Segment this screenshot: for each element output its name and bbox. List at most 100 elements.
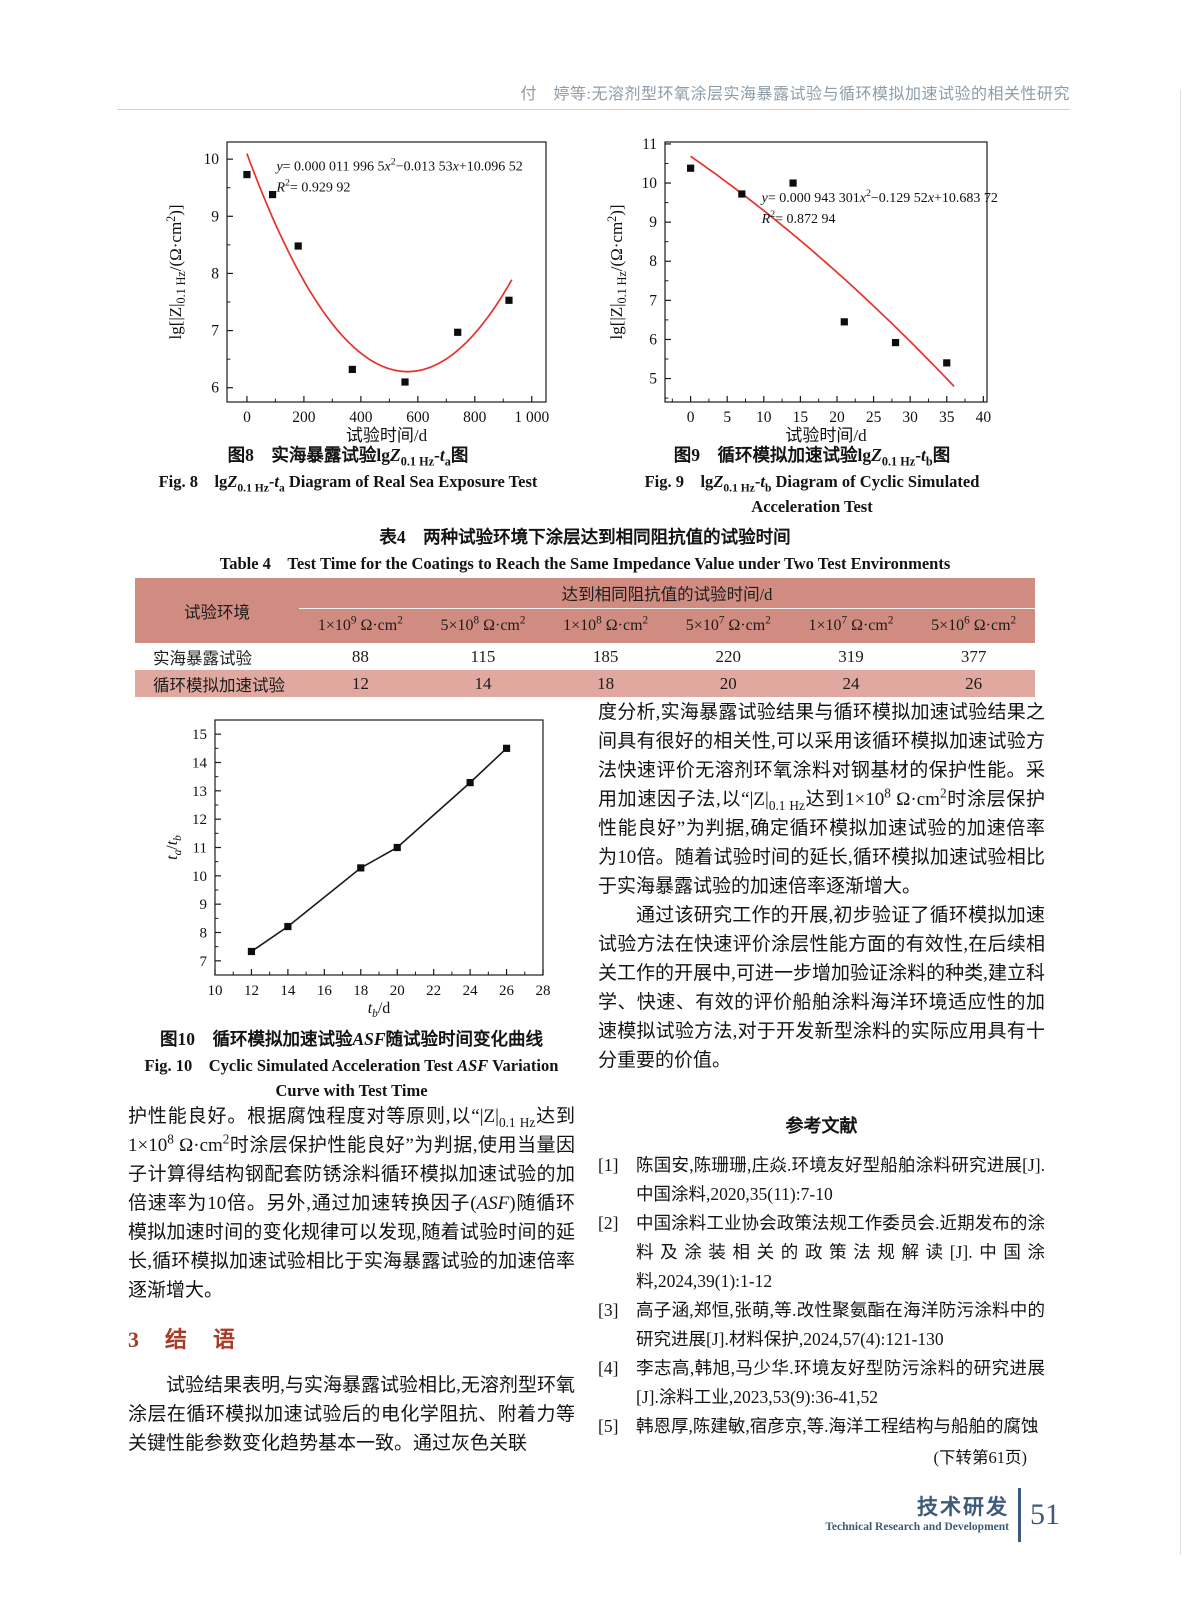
svg-text:10: 10	[204, 151, 220, 168]
svg-text:30: 30	[902, 409, 918, 426]
figure-8-caption: 图8 实海暴露试验lgZ0.1 Hz-ta图 Fig. 8 lgZ0.1 Hz-…	[128, 442, 568, 494]
figure-8-chart: 0 200 400 600 800 1 000 6 7 8 9 10 试验时间/d lg[|Z|0.1 …	[164, 141, 550, 445]
svg-text:200: 200	[292, 409, 316, 426]
svg-text:15: 15	[192, 727, 207, 743]
running-head: 付 婷等:无溶剂型环氧涂层实海暴露试验与循环模拟加速试验的相关性研究	[520, 86, 1070, 103]
table-cell: 12	[351, 673, 369, 693]
data-line	[250, 747, 508, 953]
svg-text:9: 9	[200, 897, 208, 913]
page-edge-line	[1180, 90, 1181, 1555]
row-label: 实海暴露试验	[153, 648, 252, 668]
svg-text:25: 25	[866, 409, 882, 426]
axes	[226, 141, 547, 403]
section-heading-conclusion: 3 结 语	[128, 1327, 238, 1352]
reference-text: 韩恩厚,陈建敏,宿彦京,等.海洋工程结构与船舶的腐蚀	[636, 1416, 1039, 1436]
table-row: 循环模拟加速试验 12 14 18 20 24 26	[135, 670, 1035, 697]
reference-number: [5]	[598, 1416, 619, 1436]
svg-text:13: 13	[192, 784, 207, 800]
svg-text:20: 20	[829, 409, 845, 426]
svg-text:10: 10	[756, 409, 772, 426]
left-paragraph-1: 护性能良好。根据腐蚀程度对等原则,以“|Z|0.1 Hz达到1×108 Ω·cm…	[128, 1106, 576, 1301]
svg-text:0: 0	[687, 409, 695, 426]
svg-text:800: 800	[463, 409, 487, 426]
figure-10-caption-en: Fig. 10 Cyclic Simulated Acceleration Te…	[144, 1056, 559, 1100]
svg-text:10: 10	[642, 175, 658, 192]
svg-text:9: 9	[649, 214, 657, 231]
figure-10-caption-zh: 图10 循环模拟加速试验ASF随试验时间变化曲线	[159, 1029, 544, 1049]
svg-text:6: 6	[649, 331, 657, 348]
references-heading: 参考文献	[785, 1116, 858, 1136]
svg-text:7: 7	[211, 323, 219, 340]
impedance-column-header: 1×107 Ω·cm2	[789, 608, 913, 643]
right-paragraph-2: 通过该研究工作的开展,初步验证了循环模拟加速试验方法在快速评价涂层性能方面的有效…	[598, 905, 1045, 1071]
left-paragraph-2: 试验结果表明,与实海暴露试验相比,无溶剂型环氧涂层在循环模拟加速试验后的电化学阻…	[128, 1375, 575, 1454]
svg-text:8: 8	[200, 926, 208, 942]
data-points	[687, 164, 951, 367]
svg-text:6: 6	[211, 380, 219, 397]
svg-text:28: 28	[536, 983, 551, 999]
svg-text:24: 24	[463, 983, 479, 999]
svg-text:14: 14	[280, 983, 296, 999]
svg-text:5: 5	[723, 409, 731, 426]
figure-8-caption-zh: 图8 实海暴露试验lgZ0.1 Hz-ta图	[227, 445, 469, 469]
reference-number: [3]	[598, 1300, 619, 1320]
svg-text:11: 11	[642, 136, 657, 153]
impedance-column-header: 5×106 Ω·cm2	[912, 608, 1035, 643]
table-cell: 26	[965, 673, 983, 693]
figure-10-caption: 图10 循环模拟加速试验ASF随试验时间变化曲线 Fig. 10 Cyclic …	[128, 1026, 575, 1103]
svg-text:9: 9	[211, 208, 219, 225]
reference-text: 高子涵,郑恒,张萌,等.改性聚氨酯在海洋防污涂料中的研究进展[J].材料保护,2…	[636, 1300, 1045, 1349]
right-paragraph-1: 度分析,实海暴露试验结果与循环模拟加速试验结果之间具有很好的相关性,可以采用该循…	[598, 702, 1045, 897]
equation-annotation: y= 0.000 943 301x2−0.129 52x+10.683 72	[760, 188, 998, 206]
svg-text:40: 40	[976, 409, 992, 426]
svg-text:11: 11	[193, 841, 207, 857]
footer-section-name: 技术研发 Technical Research and Development	[825, 1496, 1009, 1535]
reference-item: [2] 中国涂料工业协会政策法规工作委员会.近期发布的涂料及涂装相关的政策法规解读…	[598, 1209, 1045, 1296]
fit-curve	[246, 153, 513, 373]
table-cell: 377	[960, 646, 987, 666]
svg-text:14: 14	[192, 756, 208, 772]
header-rule	[117, 109, 1070, 110]
table-cell: 319	[838, 646, 864, 666]
table-4-header: 试验环境 达到相同阻抗值的试验时间/d 1×109 Ω·cm2 5×108 Ω·c…	[135, 578, 1035, 643]
impedance-column-header: 5×107 Ω·cm2	[666, 608, 790, 643]
axes	[214, 719, 544, 976]
fit-curve	[690, 155, 955, 387]
table-4: 试验环境 达到相同阻抗值的试验时间/d 1×109 Ω·cm2 5×108 Ω·c…	[135, 578, 1035, 697]
impedance-column-header: 1×108 Ω·cm2	[544, 608, 667, 643]
svg-text:18: 18	[353, 983, 368, 999]
axes	[664, 141, 988, 403]
table-cell: 20	[719, 673, 737, 693]
svg-text:10: 10	[208, 983, 223, 999]
svg-text:0: 0	[243, 409, 251, 426]
tick-labels: 0 200 400 600 800 1 000 6 7 8 9 10	[204, 151, 550, 426]
footer-section-zh: 技术研发	[917, 1495, 1009, 1519]
table-cell: 185	[592, 646, 619, 666]
tick-labels: 10 12 14 16 18 20 22 24 26 28 7 8 9 10 11 12 13 14 15	[192, 727, 551, 999]
table-cell: 18	[597, 673, 615, 693]
reference-number: [2]	[598, 1213, 619, 1233]
right-column: 度分析,实海暴露试验结果与循环模拟加速试验结果之间具有很好的相关性,可以采用该循…	[598, 698, 1045, 1472]
table-cell: 24	[842, 673, 860, 693]
svg-text:600: 600	[406, 409, 430, 426]
reference-number: [4]	[598, 1358, 619, 1378]
svg-text:20: 20	[390, 983, 405, 999]
data-points	[243, 170, 513, 386]
svg-text:15: 15	[793, 409, 809, 426]
reference-text: 陈国安,陈珊珊,庄焱.环境友好型船舶涂料研究进展[J].中国涂料,2020,35…	[636, 1155, 1045, 1204]
svg-text:400: 400	[349, 409, 373, 426]
table-4-title-zh: 表4 两种试验环境下涂层达到相同阻抗值的试验时间	[379, 527, 791, 547]
impedance-column-header: 5×108 Ω·cm2	[421, 608, 545, 643]
svg-text:7: 7	[649, 292, 657, 309]
y-axis-label: lg[|Z|0.1 Hz/(Ω·cm2)]	[605, 204, 629, 339]
table-header-span: 达到相同阻抗值的试验时间/d	[299, 578, 1035, 609]
data-points	[247, 744, 511, 956]
figure-8-caption-en: Fig. 8 lgZ0.1 Hz-ta Diagram of Real Sea …	[158, 472, 538, 495]
y-axis-label: ta/tb	[164, 835, 184, 860]
svg-text:8: 8	[211, 265, 219, 282]
reference-item: [1] 陈国安,陈珊珊,庄焱.环境友好型船舶涂料研究进展[J].中国涂料,2020…	[598, 1151, 1045, 1209]
reference-item: [4] 李志高,韩旭,马少华.环境友好型防污涂料的研究进展[J].涂料工业,202…	[598, 1354, 1045, 1412]
row-label: 循环模拟加速试验	[153, 675, 285, 695]
table-4-title-en: Table 4 Test Time for the Coatings to Re…	[219, 554, 951, 573]
equation-annotation: R2= 0.929 92	[275, 178, 350, 196]
